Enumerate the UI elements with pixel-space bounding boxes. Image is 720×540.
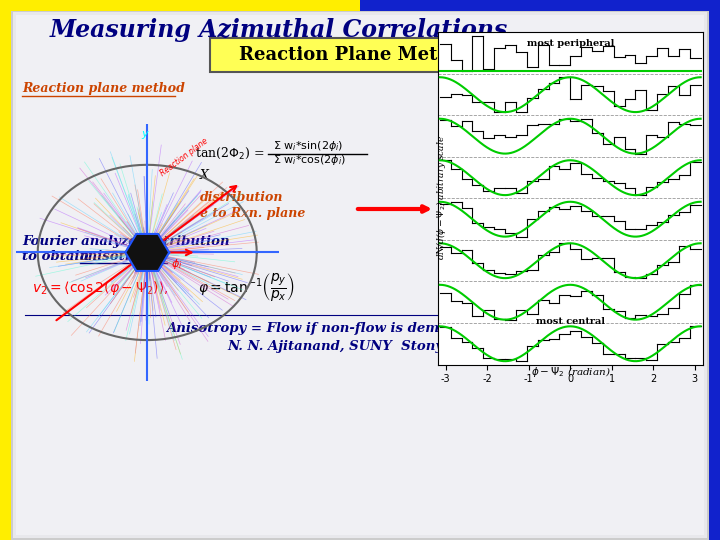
Polygon shape (125, 234, 169, 271)
Text: Reaction Plane Method: Reaction Plane Method (240, 46, 476, 64)
Bar (709, 0, 720, 540)
Text: to obtain: to obtain (22, 250, 94, 263)
Text: $\varphi = \tan^{-1}\!\left(\dfrac{p_y}{p_x}\right)$: $\varphi = \tan^{-1}\!\left(\dfrac{p_y}{… (198, 271, 295, 303)
Text: Reaction plane: Reaction plane (158, 136, 210, 178)
Text: $\phi - \Psi_2$ (radian): $\phi - \Psi_2$ (radian) (531, 365, 611, 379)
Bar (0, 0, 360, 11)
Text: distribution: distribution (200, 191, 284, 204)
Text: N. N. Ajitanand, SUNY  Stony Brook: N. N. Ajitanand, SUNY Stony Brook (227, 340, 493, 353)
Text: dN/d($\phi - \Psi_2$) abitrary scale: dN/d($\phi - \Psi_2$) abitrary scale (433, 134, 448, 260)
Text: Measuring Azimuthal Correlations: Measuring Azimuthal Correlations (50, 18, 508, 42)
Text: most peripheral: most peripheral (526, 39, 614, 48)
Text: Fourier analyze distribution: Fourier analyze distribution (22, 235, 230, 248)
Text: $\phi_i$: $\phi_i$ (171, 258, 183, 272)
Bar (0, 0, 11, 540)
Text: Reaction plane method: Reaction plane method (22, 82, 185, 95)
Bar (360, 0, 720, 11)
Text: most central: most central (536, 317, 605, 326)
Text: $v_2 = \langle\cos 2(\varphi - \Psi_2)\rangle,$: $v_2 = \langle\cos 2(\varphi - \Psi_2)\r… (32, 279, 168, 297)
Text: $\Sigma$ w$_i$*cos(2$\phi_i$): $\Sigma$ w$_i$*cos(2$\phi_i$) (273, 153, 346, 167)
Text: $\Sigma$ w$_i$*sin(2$\phi_i$): $\Sigma$ w$_i$*sin(2$\phi_i$) (273, 139, 343, 153)
Text: tan(2$\Phi_2$) =: tan(2$\Phi_2$) = (195, 146, 264, 161)
Text: anisotropy: anisotropy (80, 250, 158, 263)
Text: Anisotropy = Flow if non-flow is demonstrably small: Anisotropy = Flow if non-flow is demonst… (166, 322, 554, 335)
Text: e to Rxn. plane: e to Rxn. plane (200, 207, 305, 220)
Bar (210, 38, 505, 72)
Text: X: X (200, 169, 209, 182)
Text: y: y (142, 129, 148, 139)
